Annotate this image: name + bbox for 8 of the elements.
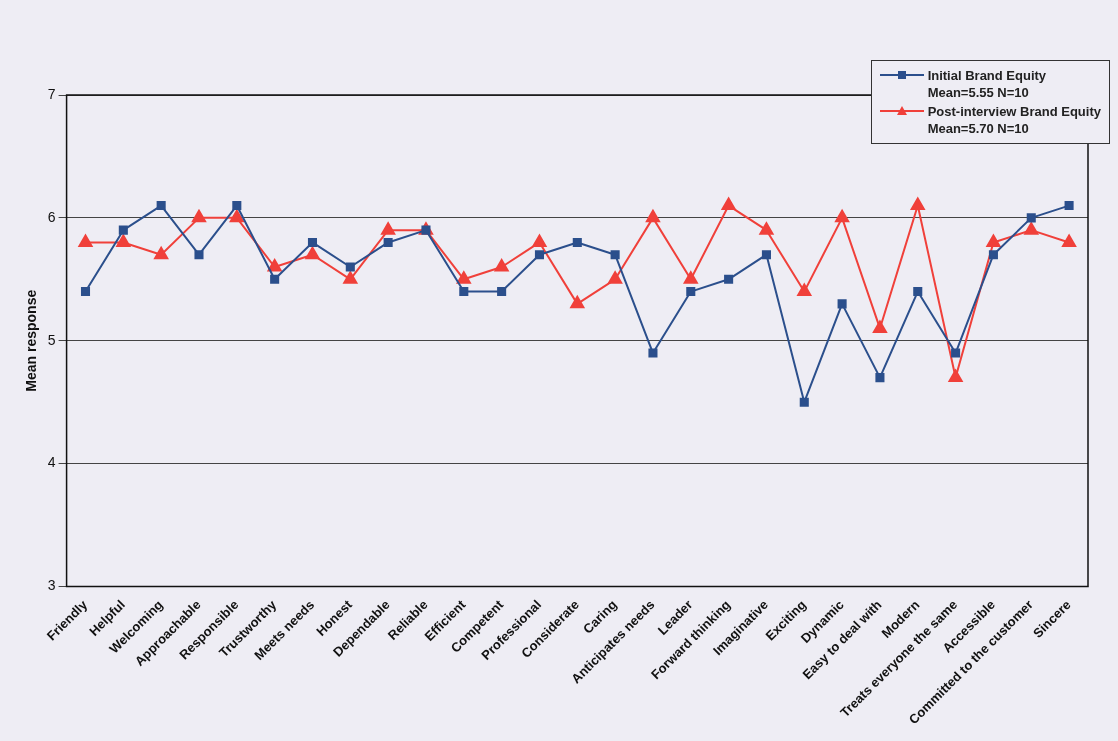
- y-tick-label: 6: [47, 208, 56, 225]
- legend-label: Post-interview Brand Equity Mean=5.70 N=10: [927, 103, 1101, 137]
- y-tick-label: 4: [47, 454, 56, 471]
- legend-label: Initial Brand Equity Mean=5.55 N=10: [927, 67, 1047, 101]
- y-tick-label: 5: [47, 331, 56, 348]
- y-tick-label: 3: [47, 577, 56, 594]
- y-tick-label: 7: [47, 85, 56, 102]
- y-axis-title: Mean response: [23, 289, 40, 392]
